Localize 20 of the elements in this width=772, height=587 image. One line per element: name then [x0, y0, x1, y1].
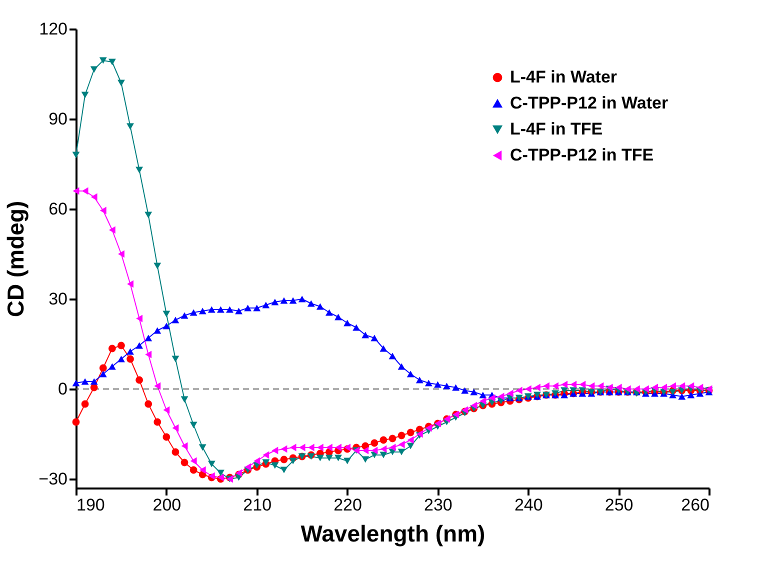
x-tick-label: 220 [334, 496, 362, 514]
y-tick-label: 0 [58, 380, 68, 398]
y-tick-label: −30 [38, 470, 68, 488]
legend-label: L-4F in TFE [510, 120, 603, 138]
x-tick-label: 190 [76, 496, 105, 514]
x-tick-label: 200 [152, 496, 182, 514]
x-tick-label: 240 [514, 496, 543, 514]
legend-label: L-4F in Water [510, 68, 618, 86]
y-tick-label: 60 [48, 200, 68, 218]
y-axis-title: CD (mdeg) [2, 200, 29, 318]
x-tick-label: 230 [424, 496, 452, 514]
x-tick-label: 260 [681, 496, 710, 514]
legend-label: C-TPP-P12 in TFE [510, 146, 654, 164]
y-tick-label: 90 [48, 110, 68, 128]
x-axis-title: Wavelength (nm) [300, 520, 486, 546]
y-tick-label: 30 [48, 290, 68, 308]
x-tick-label: 250 [604, 496, 634, 514]
y-tick-label: 120 [39, 20, 68, 38]
legend-label: C-TPP-P12 in Water [510, 94, 668, 112]
x-tick-label: 210 [243, 496, 272, 514]
